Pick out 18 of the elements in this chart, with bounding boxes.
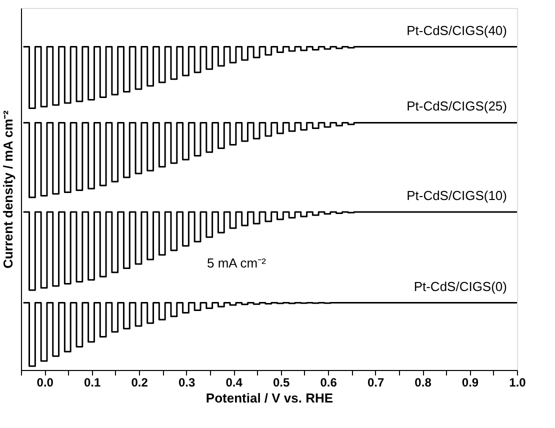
x-tick-label: 0.2 <box>131 376 148 390</box>
x-tick-label: 0.0 <box>36 376 54 390</box>
x-tick-label: 0.5 <box>272 376 290 390</box>
series-label: Pt-CdS/CIGS(10) <box>406 188 507 203</box>
x-tick-label: 0.9 <box>462 376 479 390</box>
x-tick-label: 1.0 <box>509 376 526 390</box>
series-label: Pt-CdS/CIGS(25) <box>406 98 507 114</box>
x-axis-title: Potential / V vs. RHE <box>206 390 334 406</box>
x-tick-label: 0.3 <box>178 376 196 390</box>
x-tick-label: 0.4 <box>226 376 243 390</box>
x-tick-label: 0.7 <box>367 376 384 390</box>
series-label: Pt-CdS/CIGS(0) <box>414 278 507 294</box>
annotation: 5 mA cm⁻² <box>207 256 267 270</box>
series-label: Pt-CdS/CIGS(40) <box>406 22 507 38</box>
y-axis-title: Current density / mA cm⁻² <box>0 110 16 269</box>
x-tick-label: 0.6 <box>320 376 338 390</box>
x-tick-label: 0.1 <box>84 376 102 390</box>
x-tick-label: 0.8 <box>414 376 432 390</box>
